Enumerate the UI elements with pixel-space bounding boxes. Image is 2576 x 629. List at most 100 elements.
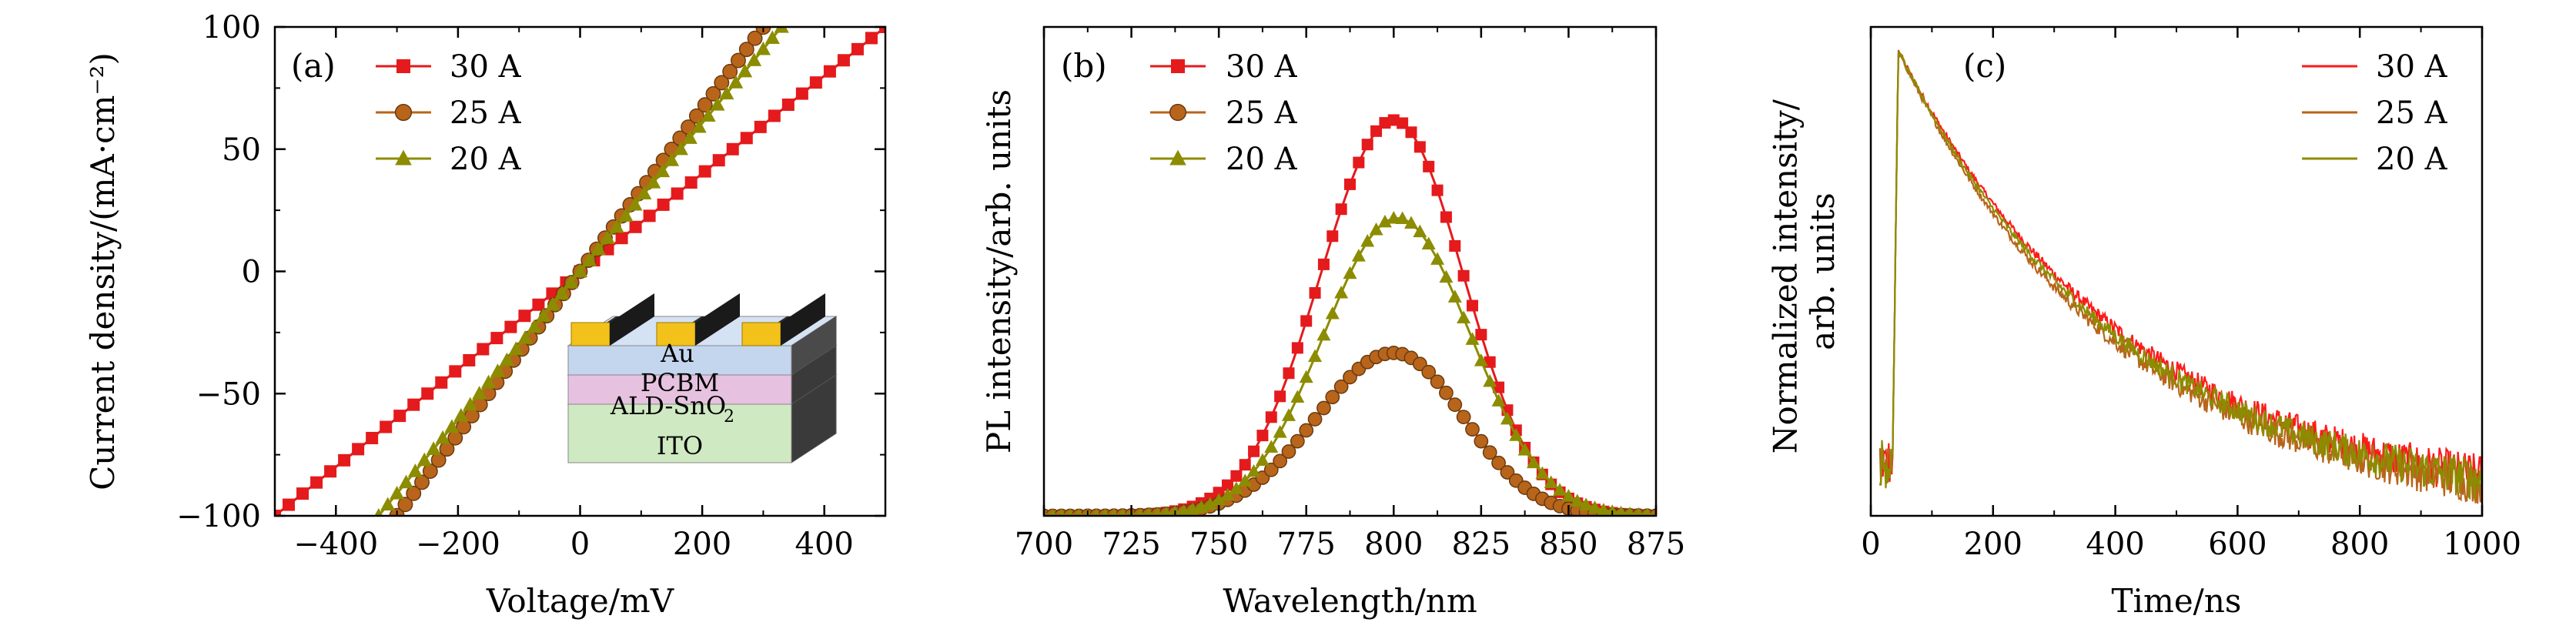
panel-b-data-point: [1300, 315, 1313, 327]
panel-a-data-point: [781, 99, 795, 112]
panel-a-data-point: [338, 453, 351, 467]
panel-c-legend-label-0: 30 A: [2376, 49, 2448, 85]
panel-a-data-point: [664, 152, 680, 166]
panel-b-data-point: [1467, 299, 1478, 312]
panel-b-x-tick-label: 775: [1277, 527, 1336, 562]
panel-a-y-tick-label: 100: [202, 10, 261, 45]
panel-b-data-point: [1413, 141, 1426, 153]
panel-b-data-point: [1325, 306, 1340, 320]
panel-b-data-point: [1264, 440, 1279, 453]
panel-c-x-tick-label: 400: [2086, 527, 2144, 562]
panel-a-x-tick-label: 400: [795, 527, 854, 562]
panel-a-data-point: [490, 332, 503, 345]
panel-c-legend-label-2: 20 A: [2376, 142, 2448, 177]
panel-a-data-point: [590, 241, 606, 256]
panel-b-data-point: [1431, 184, 1444, 196]
panel-b-x-tick-label: 700: [1015, 527, 1073, 562]
panel-b-legend-marker-0: [1171, 59, 1185, 73]
panel-b-legend: 30 A 25 A 20 A: [1150, 49, 1298, 177]
panel-b-data-point: [1553, 483, 1567, 496]
panel-a-data-point: [618, 208, 634, 222]
panel-a-data-point: [643, 209, 656, 222]
panel-b-data-point: [1273, 453, 1288, 469]
panel-b-data-point: [1263, 462, 1279, 477]
panel-b-data-point: [1334, 286, 1349, 299]
panel-a-data-point: [310, 476, 323, 489]
panel-b-data-point: [1493, 381, 1505, 393]
panel-c-x-tick-label: 800: [2330, 527, 2389, 562]
panel-b-data-point: [1579, 497, 1594, 510]
panel-a-data-point: [564, 274, 579, 289]
panel-b-data-point: [1153, 507, 1163, 516]
panel-b-legend-label-2: 20 A: [1226, 142, 1298, 177]
panel-a-data-point: [701, 108, 716, 122]
panel-a-data-point: [518, 309, 531, 323]
panel-b-data-point: [1290, 390, 1305, 403]
panel-a-label: (a): [291, 47, 336, 85]
panel-a-data-point: [490, 363, 506, 377]
panel-a-data-point: [809, 76, 822, 89]
panel-a-data-point: [374, 507, 383, 516]
panel-a-data-point: [879, 27, 885, 33]
panel-b-data-point: [1535, 466, 1550, 480]
panel-b-data-point: [1325, 390, 1340, 405]
panel-a-data-point: [851, 42, 864, 55]
panel-b-ticks: 700 725 750 775 800 825 850 875: [1015, 25, 1685, 562]
panel-b-data-point: [1491, 393, 1506, 407]
panel-b-data-point: [1457, 310, 1471, 324]
panel-b-data-point: [1413, 224, 1427, 238]
panel-b-data-point: [1333, 379, 1349, 394]
panel-b-data-point: [1109, 508, 1119, 516]
panel-b-data-point: [1624, 506, 1635, 516]
panel-a-data-point: [390, 486, 405, 500]
panel-b-data-point: [1273, 425, 1287, 438]
panel-a-data-point: [463, 353, 476, 366]
panel-a-data-point: [366, 431, 379, 444]
panel-a-series-group: [275, 27, 885, 516]
panel-a-data-point: [768, 109, 781, 122]
panel-b-data-point: [1351, 249, 1366, 262]
au-electrode-left-front: [570, 322, 611, 346]
panel-a-data-point: [688, 108, 704, 124]
panel-b-data-point: [1299, 423, 1314, 438]
panel-a-data-point: [671, 187, 684, 200]
panel-b-data-point: [1500, 411, 1514, 425]
panel-a-data-point: [646, 174, 661, 189]
panel-b-legend-marker-1: [1169, 103, 1187, 122]
panel-b-data-point: [1255, 453, 1270, 466]
panel-b-data-point: [1230, 470, 1243, 482]
panel-c-series-line-2: [1878, 52, 2482, 500]
panel-b-data-point: [1651, 507, 1656, 516]
panel-a-data-point: [444, 419, 460, 433]
panel-b-data-point: [1596, 503, 1611, 516]
panel-c-x-tick-label: 600: [2208, 527, 2267, 562]
panel-b-data-point: [1369, 222, 1383, 236]
panel-b-data-point: [1213, 487, 1225, 499]
panel-a-data-point: [407, 463, 423, 477]
panel-a-data-point: [407, 398, 420, 411]
panel-a-data-point: [712, 154, 725, 167]
panel-a-data-point: [508, 341, 524, 356]
inset-label-ito: ITO: [657, 431, 703, 460]
panel-a-data-point: [600, 230, 615, 244]
panel-b-data-point: [1343, 370, 1357, 385]
panel-a-data-point: [380, 497, 396, 511]
panel-c-y-axis-label: Normalized intensity/ arb. units: [1767, 89, 1842, 453]
panel-a-data-point: [764, 30, 780, 45]
panel-b-x-tick-label: 750: [1189, 527, 1248, 562]
panel-b-data-point: [1387, 210, 1401, 224]
panel-b-data-point: [1527, 455, 1541, 469]
au-electrode-right-front: [741, 322, 781, 346]
panel-a-data-point: [714, 75, 730, 91]
panel-b-data-point: [1265, 411, 1277, 423]
panel-a-data-point: [283, 498, 296, 511]
panel-c-y-axis-label-line-1: Normalized intensity/: [1767, 99, 1805, 453]
panel-a-data-point: [499, 352, 514, 366]
panel-b-data-point: [1317, 258, 1330, 270]
panel-c-y-axis-label-line-2: arb. units: [1804, 192, 1842, 350]
panel-b-data-point: [1309, 286, 1321, 299]
panel-b-legend-label-1: 25 A: [1226, 95, 1298, 131]
panel-a-data-point: [774, 27, 789, 33]
panel-a-data-point: [837, 54, 850, 67]
panel-a-data-point: [697, 97, 713, 113]
